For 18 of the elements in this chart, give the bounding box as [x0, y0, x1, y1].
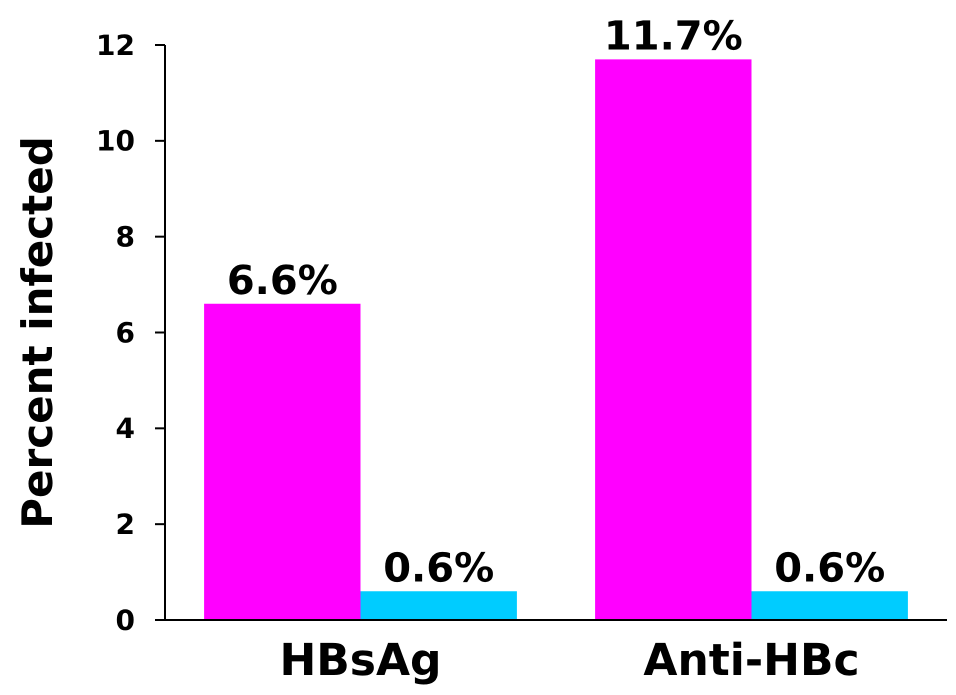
y-tick-label: 10 — [96, 124, 135, 158]
bar — [360, 591, 517, 620]
data-label: 11.7% — [604, 13, 743, 60]
data-label: 6.6% — [226, 258, 338, 304]
bar — [752, 591, 908, 620]
data-label: 0.6% — [383, 545, 494, 592]
bar — [595, 59, 752, 620]
x-tick-label: HBsAg — [279, 635, 442, 686]
y-tick-label: 4 — [116, 412, 135, 446]
data-label: 0.6% — [774, 545, 886, 592]
y-tick-label: 0 — [116, 604, 135, 637]
y-tick-label: 8 — [116, 220, 135, 254]
y-tick-label: 6 — [116, 316, 135, 350]
y-axis-title: Percent infected — [13, 136, 62, 529]
bar — [204, 304, 360, 620]
x-tick-label: Anti-HBc — [643, 635, 860, 686]
y-tick-label: 2 — [116, 508, 135, 541]
y-tick-label: 12 — [96, 28, 135, 62]
